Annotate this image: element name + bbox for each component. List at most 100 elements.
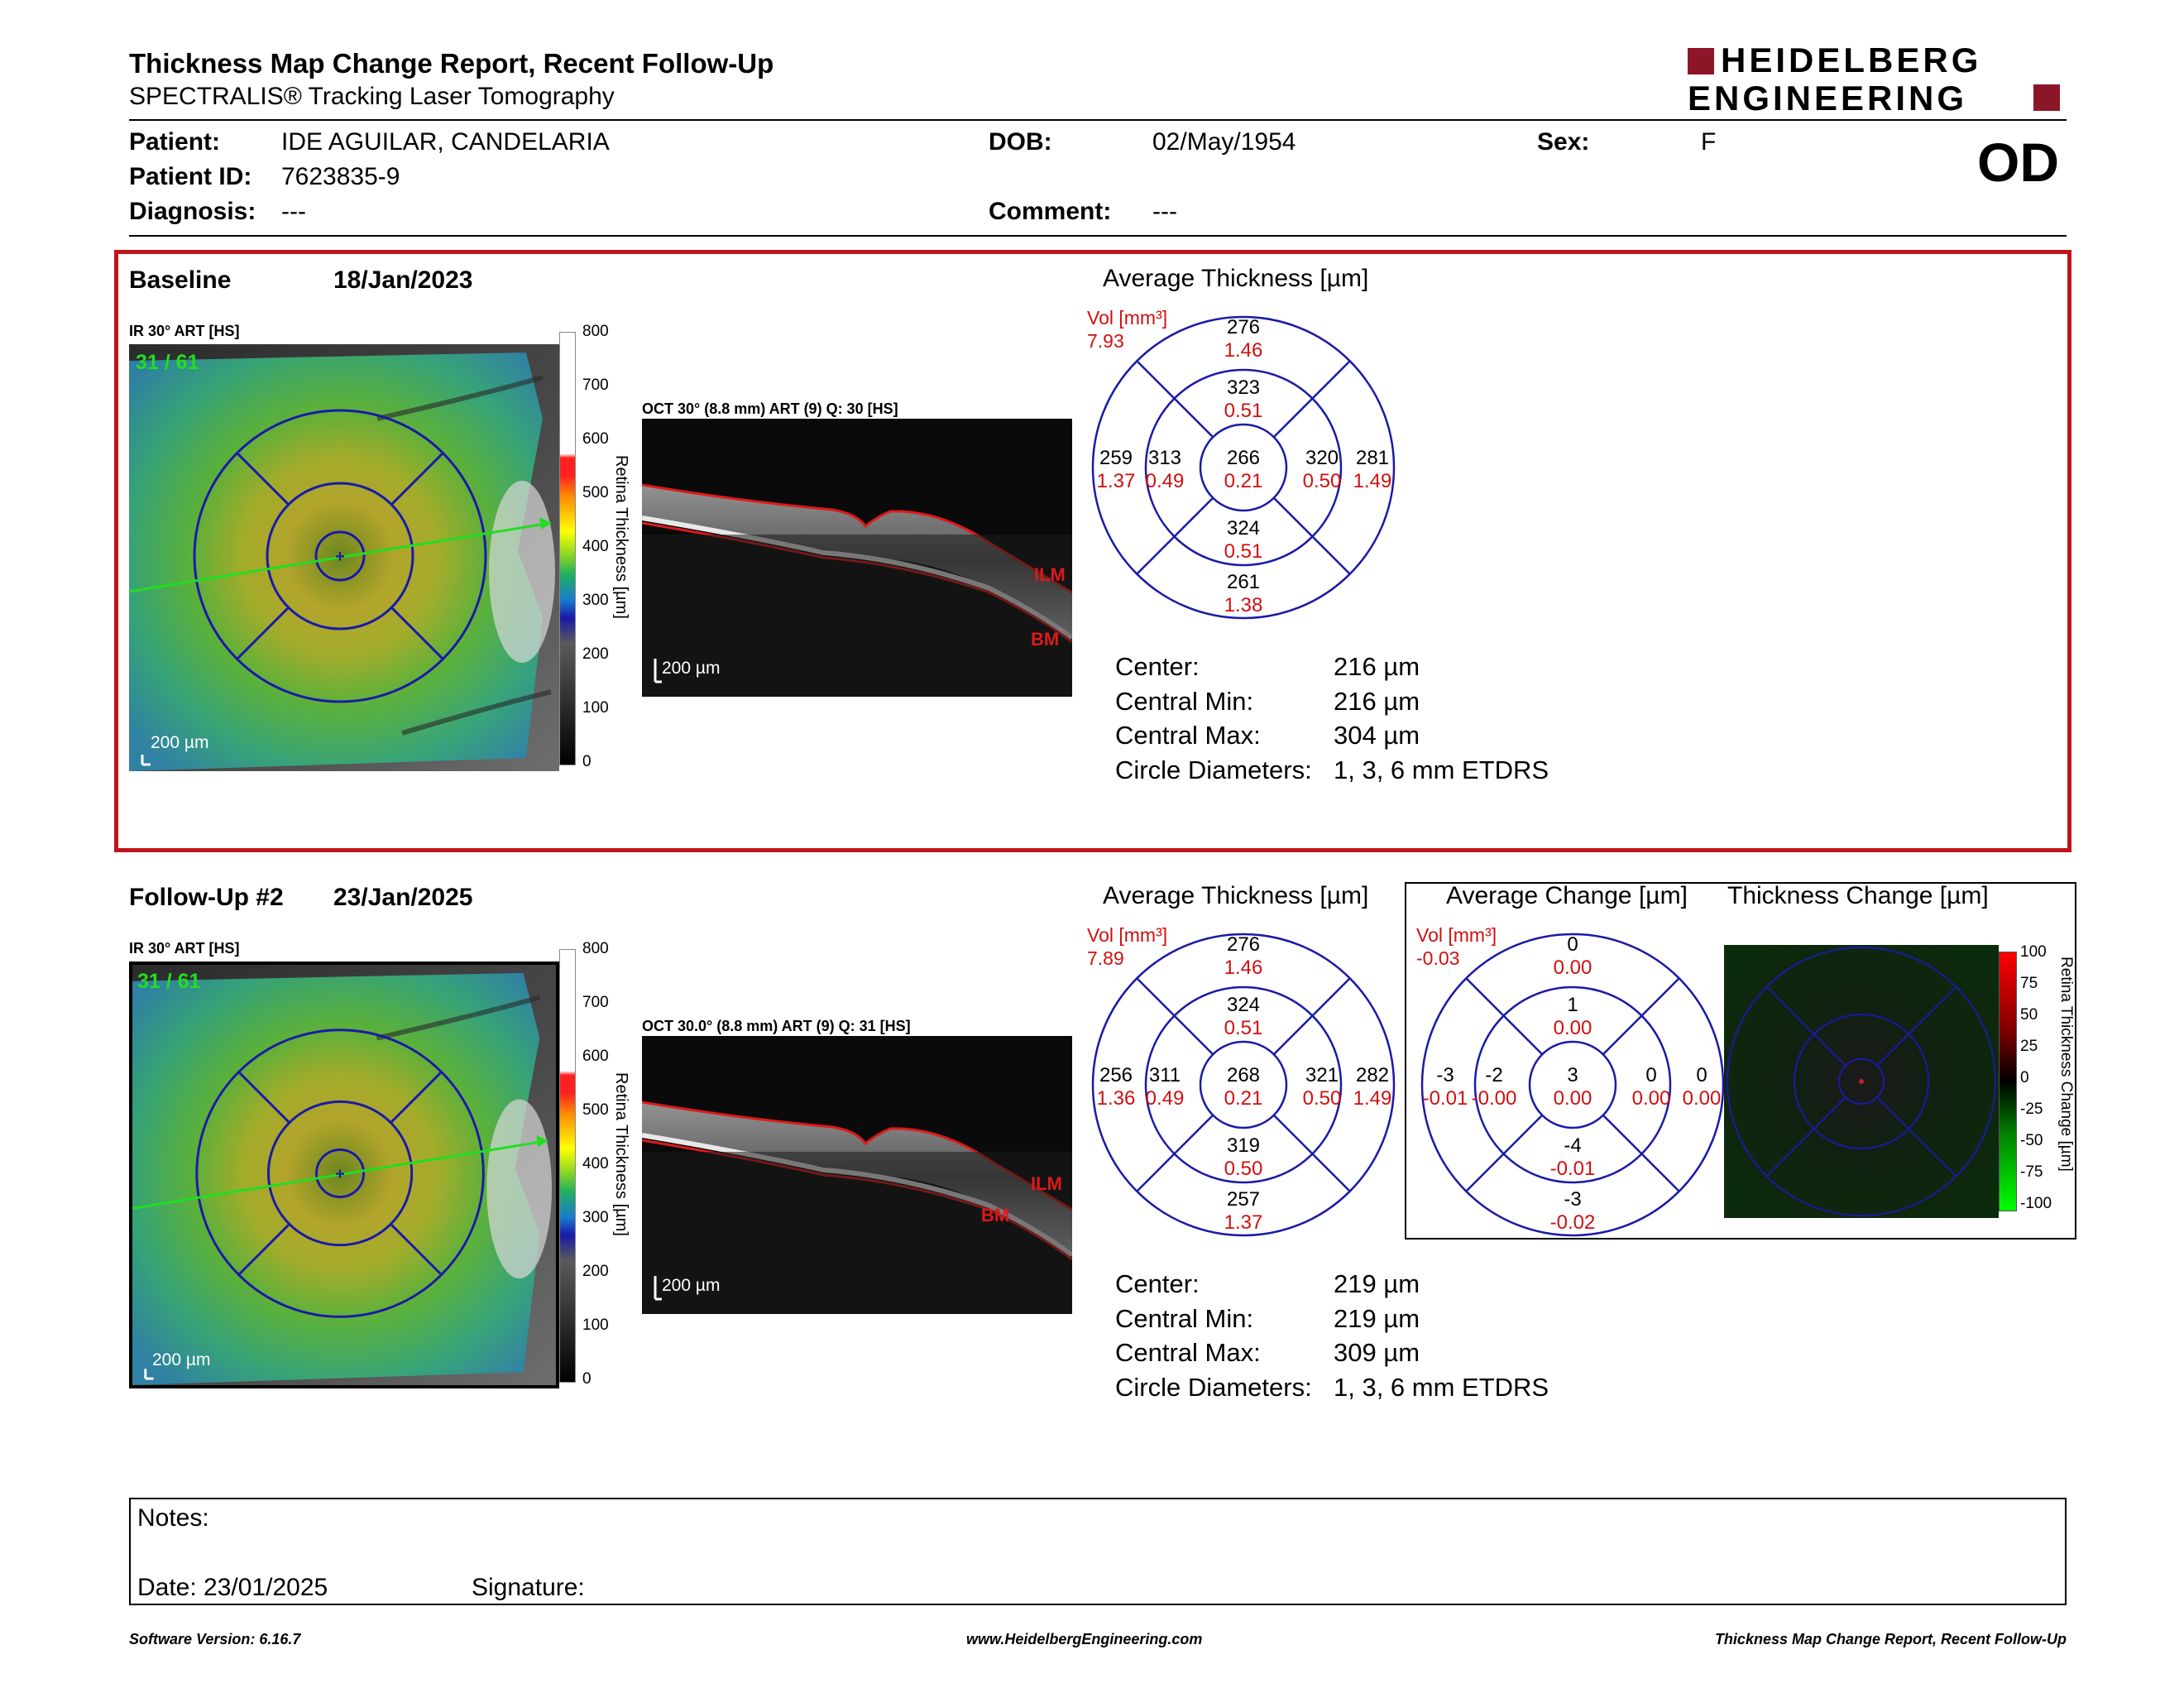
change-tick: -25 — [2020, 1101, 2043, 1118]
change-map-title: Thickness Change [µm] — [1727, 882, 1989, 909]
grid-center: 266 0.21 — [1224, 447, 1263, 492]
svg-text:+: + — [335, 548, 345, 566]
dob-value: 02/May/1954 — [1152, 128, 1296, 156]
baseline-colorbar — [559, 332, 576, 765]
grid-inner-inferior: -4 -0.01 — [1549, 1134, 1596, 1180]
followup-oct-scale: 200 µm — [662, 1276, 721, 1295]
svg-text:+: + — [335, 1165, 345, 1183]
stat-central-max-value: 309 µm — [1334, 1338, 1420, 1367]
footer-url[interactable]: www.HeidelbergEngineering.com — [966, 1631, 1203, 1647]
stat-central-max-label: Central Max: — [1115, 721, 1261, 750]
grid-inner-nasal: 311 0.49 — [1145, 1064, 1185, 1110]
followup-ir-label: IR 30° ART [HS] — [129, 940, 240, 957]
followup-map-scale: 200 µm — [152, 1350, 211, 1369]
baseline-etdrs-grid: 266 0.21 323 0.51 324 0.51 313 0.49 320 0.50 … — [1090, 314, 1396, 621]
stat-central-min-value: 216 µm — [1334, 686, 1420, 716]
change-etdrs-grid: 3 0.00 1 0.00 -4 -0.01 -2 -0.00 0 0.00 0 0.00 … — [1420, 932, 1726, 1238]
stat-central-min-value: 219 µm — [1334, 1303, 1420, 1333]
logo-square-bottom — [2033, 84, 2060, 111]
baseline-tick: 400 — [582, 538, 609, 555]
grid-outer-inferior: 261 1.38 — [1224, 571, 1263, 616]
grid-outer-nasal: 256 1.36 — [1096, 1064, 1136, 1110]
followup-stat-values: 219 µm 219 µm 309 µm 1, 3, 6 mm ETDRS — [1334, 1267, 1549, 1404]
grid-outer-superior: 276 1.46 — [1224, 316, 1263, 362]
grid-outer-nasal: 259 1.37 — [1096, 447, 1136, 492]
stat-circle-diameters-value: 1, 3, 6 mm ETDRS — [1334, 755, 1549, 784]
baseline-tick: 500 — [582, 484, 609, 501]
followup-etdrs-grid: 268 0.21 324 0.51 319 0.50 311 0.49 321 0.50 … — [1090, 932, 1396, 1238]
grid-inner-temporal: 320 0.50 — [1302, 447, 1342, 492]
logo-text-bottom: ENGINEERING — [1688, 79, 1968, 117]
followup-tick: 600 — [582, 1048, 609, 1065]
followup-oct-label: OCT 30.0° (8.8 mm) ART (9) Q: 31 [HS] — [642, 1018, 911, 1034]
grid-outer-temporal: 281 1.49 — [1353, 447, 1392, 492]
grid-outer-inferior: 257 1.37 — [1224, 1188, 1263, 1234]
baseline-oct-label: OCT 30° (8.8 mm) ART (9) Q: 30 [HS] — [642, 400, 898, 417]
grid-inner-nasal: -2 -0.00 — [1471, 1064, 1517, 1110]
followup-avg-title: Average Thickness [µm] — [1103, 882, 1369, 909]
notes-box: Notes: Date: 23/01/2025 Signature: — [129, 1498, 2067, 1605]
stat-center-value: 216 µm — [1334, 652, 1420, 681]
grid-inner-superior: 1 0.00 — [1553, 994, 1592, 1039]
followup-oct-bscan: ILM BM 200 µm — [642, 1036, 1072, 1314]
patient-id-label: Patient ID: — [129, 163, 252, 190]
stat-central-max-label: Central Max: — [1115, 1338, 1261, 1367]
patient-name: IDE AGUILAR, CANDELARIA — [281, 128, 610, 156]
change-tick: 100 — [2020, 943, 2047, 961]
baseline-vol-value: 7.93 — [1087, 330, 1124, 352]
followup-tick: 200 — [582, 1263, 609, 1280]
baseline-tick: 600 — [582, 430, 609, 448]
followup-bm-label: BM — [981, 1205, 1010, 1225]
grid-inner-temporal: 321 0.50 — [1302, 1064, 1342, 1110]
grid-inner-inferior: 324 0.51 — [1224, 517, 1263, 563]
followup-tick: 0 — [582, 1370, 592, 1388]
patient-label: Patient: — [129, 128, 221, 156]
stat-central-min-label: Central Min: — [1115, 1303, 1254, 1333]
change-tick: -75 — [2020, 1163, 2043, 1181]
baseline-tick: 800 — [582, 323, 609, 340]
baseline-tick: 300 — [582, 592, 609, 609]
stat-circle-diameters-label: Circle Diameters: — [1115, 1372, 1312, 1402]
change-tick: 0 — [2020, 1069, 2029, 1086]
baseline-bm-label: BM — [1031, 629, 1060, 650]
grid-outer-temporal: 0 0.00 — [1682, 1064, 1722, 1110]
baseline-date: 18/Jan/2023 — [333, 266, 473, 294]
baseline-colorbar-title: Retina Thickness [µm] — [612, 455, 630, 619]
followup-ilm-label: ILM — [1031, 1173, 1062, 1194]
notes-label: Notes: — [137, 1504, 209, 1532]
baseline-tick: 200 — [582, 645, 609, 663]
grid-inner-nasal: 313 0.49 — [1145, 447, 1185, 492]
grid-outer-temporal: 282 1.49 — [1353, 1064, 1392, 1110]
change-volume: Vol [mm³] -0.03 — [1416, 923, 1497, 970]
baseline-vol-label: Vol [mm³] — [1087, 307, 1168, 328]
grid-center: 3 0.00 — [1553, 1064, 1592, 1110]
thickness-change-map — [1724, 945, 1999, 1218]
change-tick: -50 — [2020, 1132, 2043, 1149]
baseline-label: Baseline — [129, 266, 232, 294]
stat-central-max-value: 304 µm — [1334, 721, 1420, 750]
change-panel — [1405, 882, 2076, 1240]
comment-value: --- — [1152, 198, 1177, 225]
footer-software-version: Software Version: 6.16.7 — [129, 1631, 301, 1647]
change-tick: -100 — [2020, 1195, 2052, 1212]
report-title: Thickness Map Change Report, Recent Foll… — [129, 48, 774, 79]
followup-colorbar — [559, 949, 576, 1383]
grid-inner-superior: 323 0.51 — [1224, 376, 1263, 422]
baseline-oct-bscan: ILM BM 200 µm — [642, 419, 1072, 697]
baseline-tick: 700 — [582, 376, 609, 394]
eye-label: OD — [1977, 132, 2059, 193]
logo-text-top: HEIDELBERG — [1721, 41, 1982, 79]
baseline-avg-title: Average Thickness [µm] — [1103, 265, 1369, 292]
followup-vol-label: Vol [mm³] — [1087, 924, 1168, 946]
baseline-frame — [114, 250, 2071, 852]
baseline-volume: Vol [mm³] 7.93 — [1087, 306, 1167, 352]
baseline-oct-scale: 200 µm — [662, 659, 721, 678]
stat-central-min-label: Central Min: — [1115, 686, 1254, 716]
followup-thickness-map: + 31 / 61 200 µm — [129, 961, 559, 1388]
stat-center-label: Center: — [1115, 1269, 1200, 1298]
grid-outer-superior: 276 1.46 — [1224, 933, 1263, 979]
stat-center-value: 219 µm — [1334, 1269, 1420, 1298]
followup-volume: Vol [mm³] 7.89 — [1087, 923, 1167, 970]
signature-label: Signature: — [472, 1574, 585, 1601]
patient-id: 7623835-9 — [281, 163, 400, 190]
